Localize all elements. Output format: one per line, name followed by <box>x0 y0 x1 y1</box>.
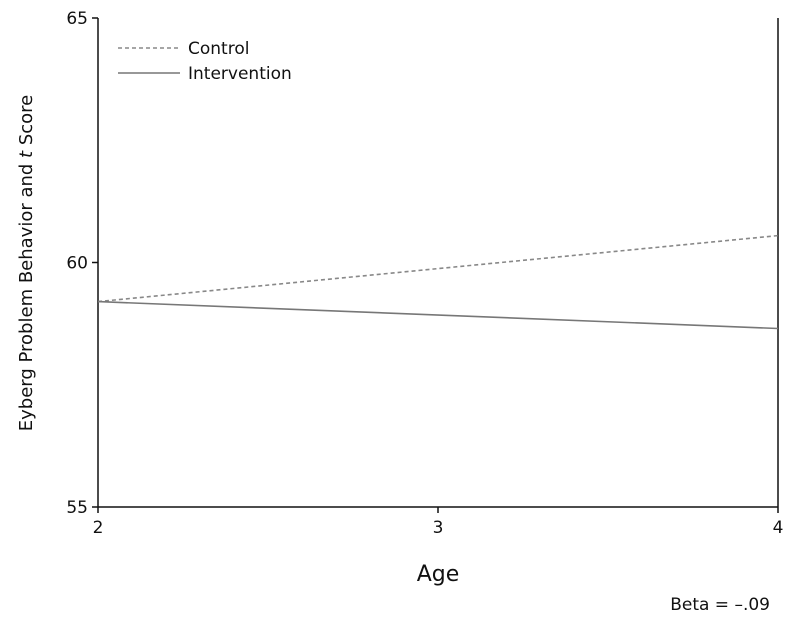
y-tick-label: 60 <box>66 254 88 274</box>
y-axis-title-part1: Eyberg Problem Behavior and <box>16 158 37 431</box>
y-axis-title: Eyberg Problem Behavior and t Score <box>16 95 37 432</box>
plot-frame <box>97 18 779 508</box>
series-lines <box>97 234 779 330</box>
x-tick-label: 3 <box>433 518 444 538</box>
y-axis-ticks: 55 60 65 <box>66 9 98 518</box>
legend-label-control: Control <box>188 39 249 59</box>
x-axis-ticks: 2 3 4 <box>93 507 784 538</box>
y-tick-label: 65 <box>66 9 88 29</box>
series-line-intervention <box>97 300 779 330</box>
y-axis-title-part2: Score <box>16 95 37 151</box>
series-line-control <box>97 234 779 303</box>
x-tick-label: 4 <box>773 518 784 538</box>
x-tick-label: 2 <box>93 518 104 538</box>
y-axis-title-italic: t <box>16 150 37 158</box>
y-tick-label: 55 <box>66 498 88 518</box>
legend: Control Intervention <box>118 39 292 84</box>
x-axis-title: Age <box>417 562 460 587</box>
beta-annotation: Beta = –.09 <box>670 595 770 615</box>
legend-label-intervention: Intervention <box>188 64 292 84</box>
